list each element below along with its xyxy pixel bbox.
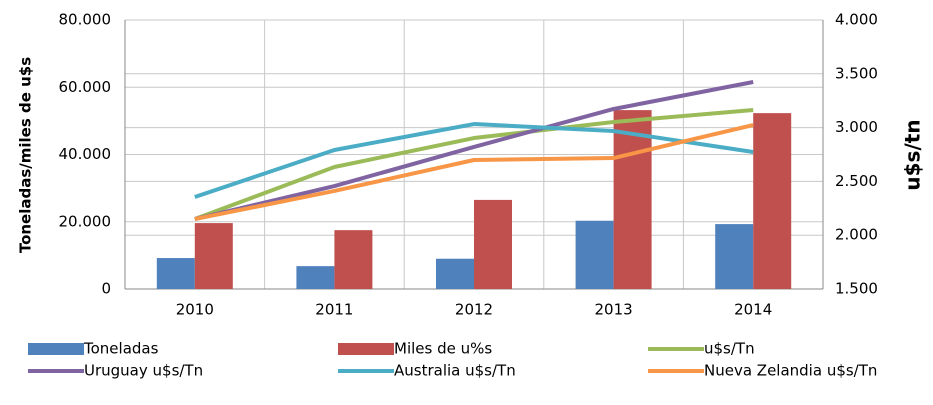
y-axis-title: Toneladas/miles de u$s bbox=[17, 57, 35, 253]
y-tick-label: 20.000 bbox=[59, 212, 112, 230]
y-tick-label: 80.000 bbox=[59, 11, 112, 29]
line bbox=[194, 107, 754, 221]
y2-tick-label: 4.000 bbox=[835, 11, 878, 29]
legend-label: u$s/Tn bbox=[704, 340, 755, 358]
y-tick-label: 60.000 bbox=[59, 78, 112, 96]
y2-tick-label: 1.500 bbox=[835, 280, 878, 298]
y-tick-label: 0 bbox=[101, 280, 111, 298]
y2-tick-label: 3.500 bbox=[835, 64, 878, 82]
x-tick-label: 2014 bbox=[734, 301, 772, 319]
legend-label: Miles de u%s bbox=[394, 340, 492, 358]
legend-label: Toneladas bbox=[83, 340, 159, 358]
y-tick-label: 40.000 bbox=[59, 145, 112, 163]
legend-label: Nueva Zelandia u$s/Tn bbox=[704, 362, 877, 380]
x-tick-label: 2010 bbox=[176, 301, 214, 319]
bar bbox=[474, 199, 512, 289]
y2-axis-title: u$s/tn bbox=[901, 119, 925, 190]
x-tick-label: 2012 bbox=[455, 301, 493, 319]
line bbox=[194, 123, 754, 222]
legend-swatch bbox=[338, 343, 394, 355]
x-tick-label: 2013 bbox=[595, 301, 633, 319]
line bbox=[194, 80, 754, 222]
bar bbox=[436, 258, 474, 289]
bar bbox=[575, 220, 614, 289]
legend-swatch bbox=[28, 343, 84, 355]
x-tick-label: 2011 bbox=[315, 301, 353, 319]
line bbox=[194, 122, 754, 199]
legend-label: Uruguay u$s/Tn bbox=[84, 362, 203, 380]
y2-tick-label: 2.000 bbox=[835, 226, 878, 244]
bar bbox=[156, 258, 195, 289]
y2-tick-label: 2.500 bbox=[835, 172, 878, 190]
bar bbox=[753, 113, 792, 289]
bar bbox=[715, 224, 754, 289]
bar bbox=[194, 223, 233, 289]
bar bbox=[613, 110, 652, 290]
y2-tick-label: 3.000 bbox=[835, 118, 878, 136]
bar bbox=[334, 230, 373, 289]
legend-label: Australia u$s/Tn bbox=[394, 362, 516, 380]
bar bbox=[296, 266, 335, 289]
